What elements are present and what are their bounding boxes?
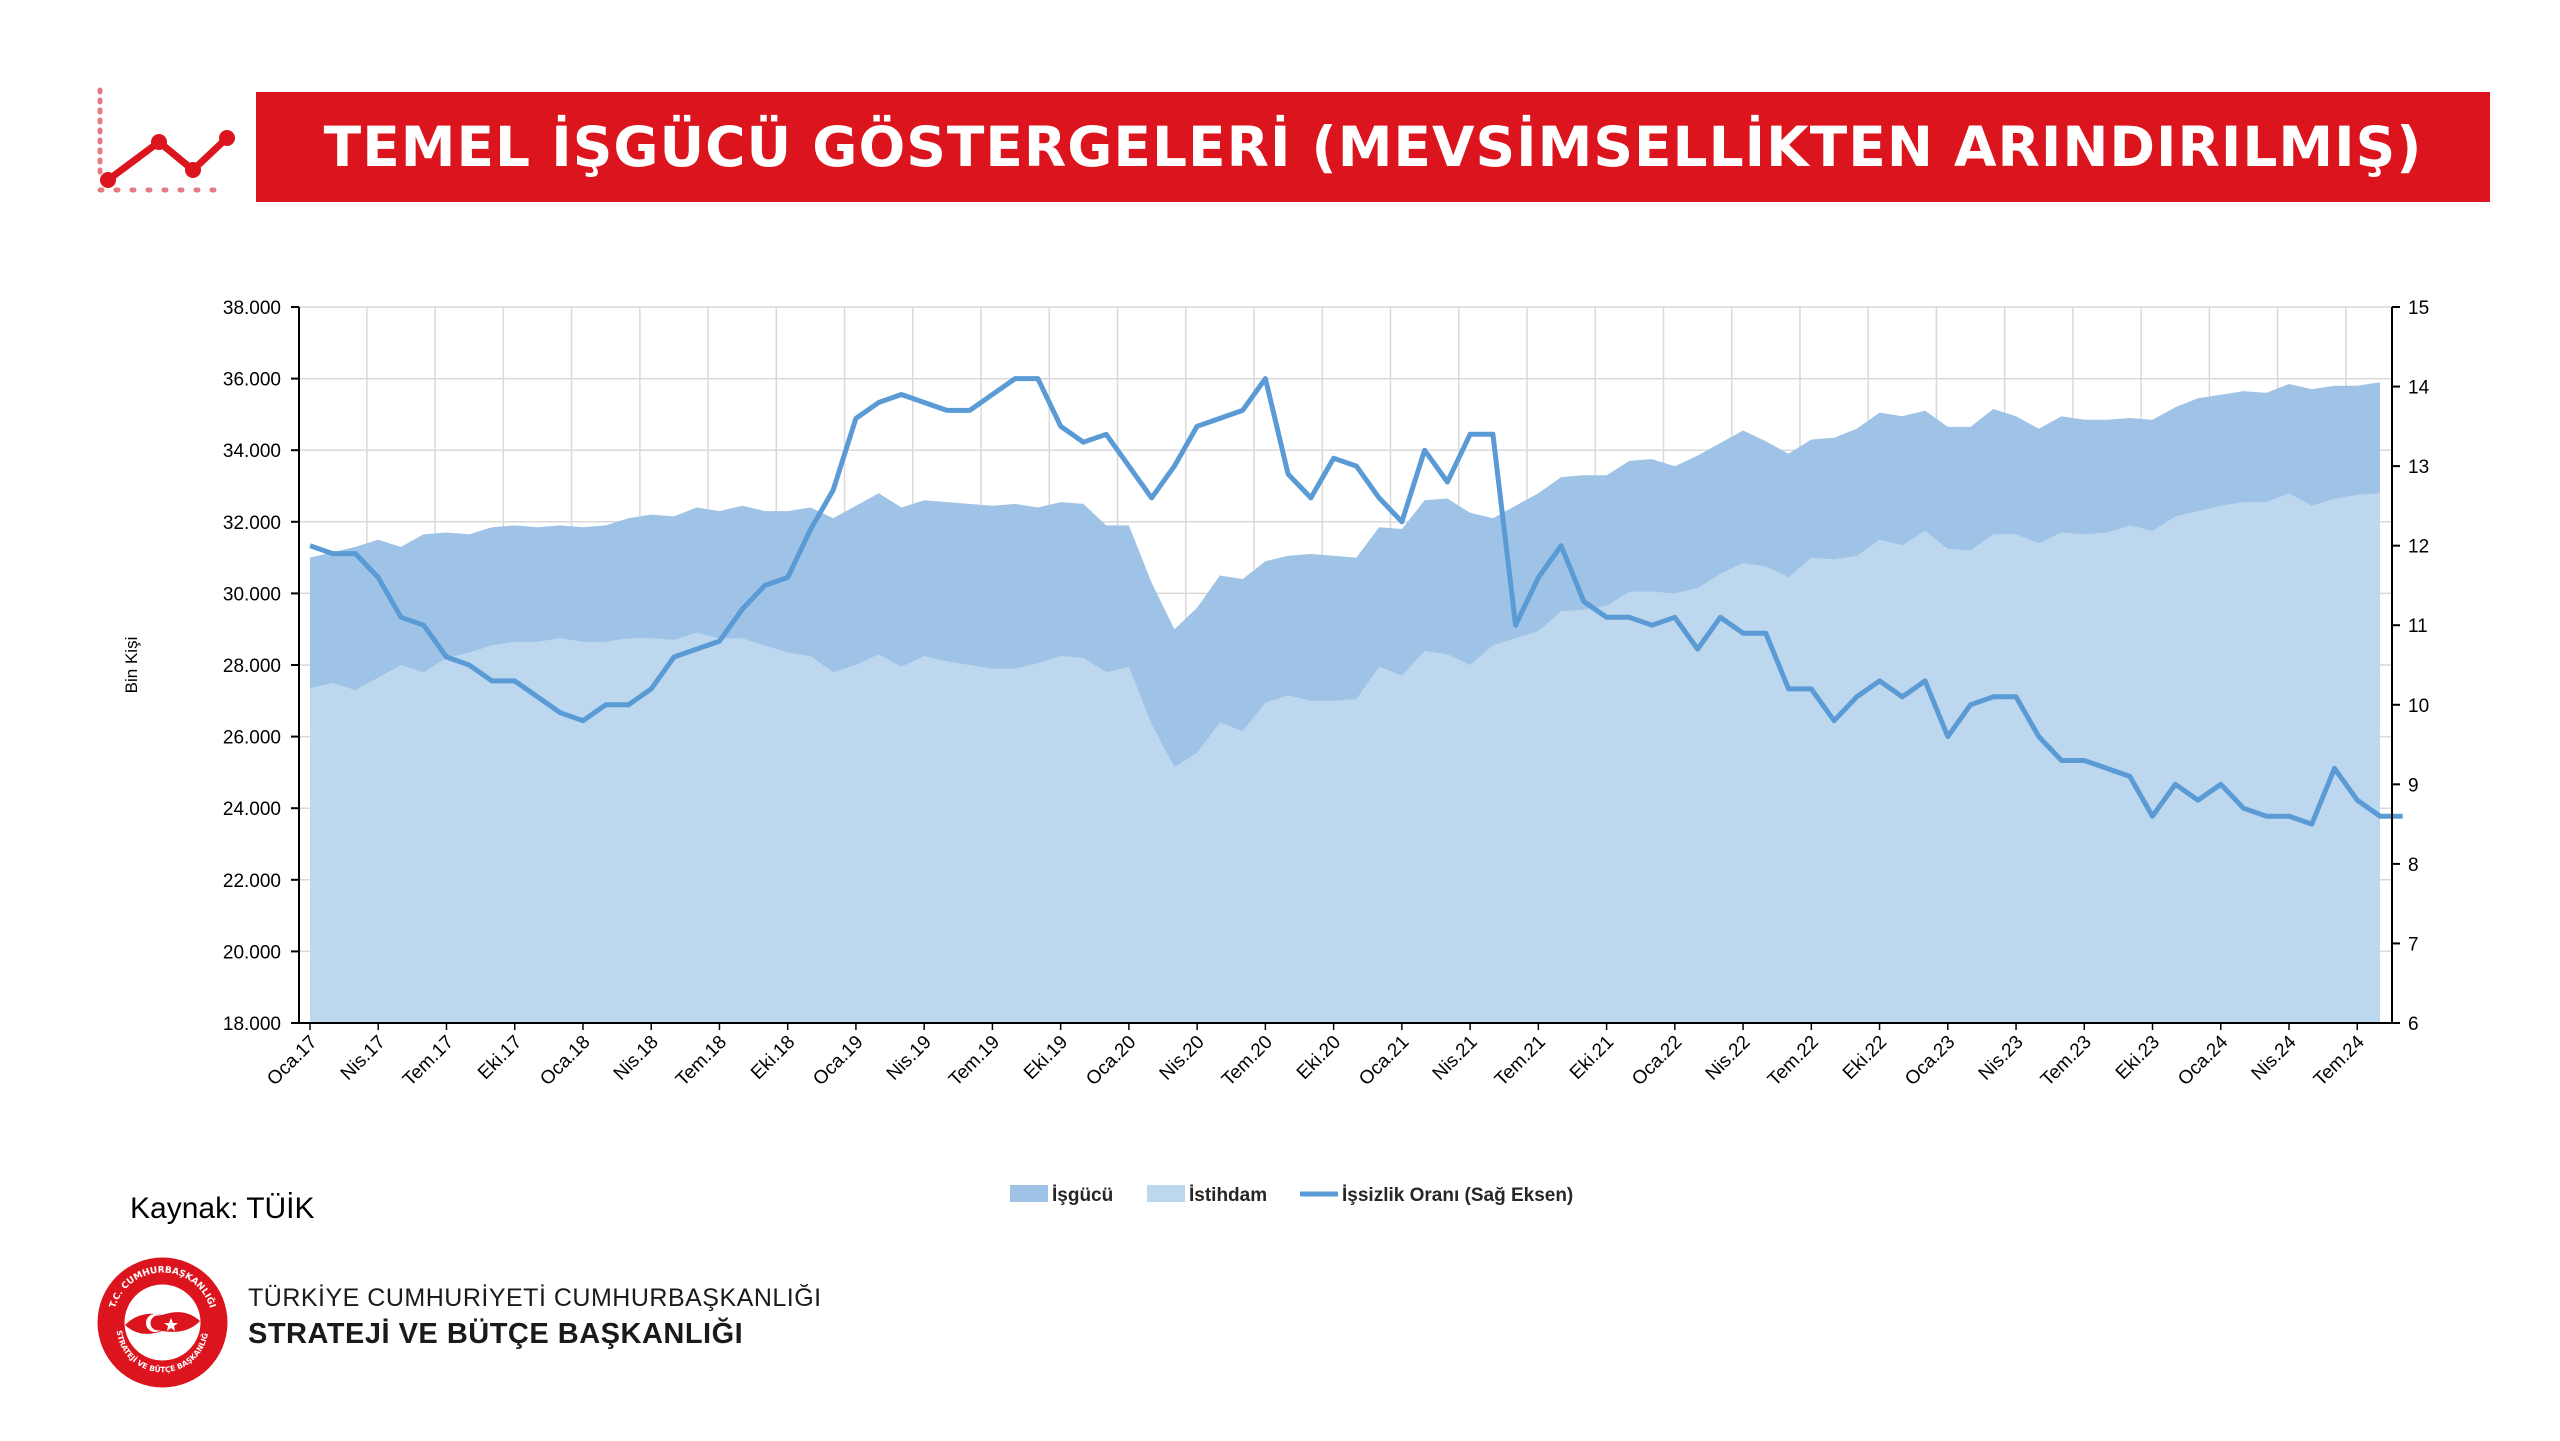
- x-tick-label: Tem.18: [672, 1032, 731, 1091]
- x-tick-label: Eki.20: [1293, 1032, 1345, 1084]
- y-tick-label-right: 11: [2408, 616, 2428, 637]
- x-tick-label: Tem.20: [1218, 1032, 1277, 1091]
- x-tick-label: Nis.21: [1429, 1032, 1482, 1085]
- x-tick-label: Oca.19: [809, 1032, 867, 1090]
- legend-label: İstihdam: [1189, 1185, 1267, 1206]
- source-note: Kaynak: TÜİK: [130, 1192, 315, 1225]
- y-tick-label-left: 38.000: [223, 298, 281, 319]
- page-title: TEMEL İŞGÜCÜ GÖSTERGELERİ (MEVSİMSELLİKT…: [323, 115, 2423, 179]
- institution-name-line2: STRATEJİ VE BÜTÇE BAŞKANLIĞI: [248, 1318, 744, 1350]
- x-tick-label: Oca.21: [1355, 1032, 1413, 1090]
- institution-emblem-icon: T.C. CUMHURBAŞKANLIĞI STRATEJİ VE BÜTÇE …: [95, 1255, 228, 1388]
- legend-label: İşgücü: [1052, 1185, 1113, 1206]
- x-tick-label: Tem.17: [399, 1032, 458, 1091]
- y-tick-label-left: 36.000: [223, 370, 281, 391]
- x-tick-label: Eki.23: [2112, 1032, 2164, 1084]
- y-tick-label-right: 14: [2408, 378, 2430, 399]
- x-tick-label: Tem.24: [2310, 1031, 2369, 1090]
- y-tick-label-right: 13: [2408, 457, 2429, 478]
- legend-item-isgucu: İşgücü: [1010, 1185, 1113, 1206]
- y-tick-label-left: 34.000: [223, 441, 281, 462]
- x-tick-label: Oca.17: [263, 1032, 321, 1090]
- legend-item-istihdam: İstihdam: [1147, 1185, 1267, 1206]
- y-tick-label-right: 8: [2408, 855, 2419, 876]
- x-tick-label: Nis.24: [2248, 1031, 2301, 1084]
- x-tick-label: Oca.18: [536, 1032, 594, 1090]
- x-tick-label: Tem.23: [2037, 1032, 2096, 1091]
- y-tick-label-right: 6: [2408, 1014, 2419, 1035]
- x-tick-label: Tem.22: [1764, 1032, 1823, 1091]
- y-tick-label-left: 30.000: [223, 584, 281, 605]
- area-layer: [310, 382, 2380, 1023]
- x-tick-label: Oca.23: [1901, 1032, 1959, 1090]
- y-tick-label-left: 26.000: [223, 728, 281, 749]
- x-tick-label: Nis.22: [1702, 1032, 1755, 1085]
- y-tick-label-left: 24.000: [223, 799, 281, 820]
- legend-swatch: [1010, 1185, 1048, 1202]
- y-tick-label-left: 32.000: [223, 513, 281, 534]
- y-tick-label-right: 12: [2408, 537, 2429, 558]
- y-tick-label-left: 18.000: [223, 1014, 281, 1035]
- series-line-issizlik: [309, 376, 2403, 827]
- trend-chart-icon: [97, 87, 235, 193]
- y-tick-label-right: 7: [2408, 934, 2419, 955]
- x-tick-label: Eki.21: [1566, 1032, 1618, 1084]
- legend-swatch: [1147, 1185, 1185, 1202]
- x-tick-label: Nis.23: [1975, 1032, 2028, 1085]
- x-tick-label: Tem.21: [1491, 1032, 1550, 1091]
- legend-label: İşsizlik Oranı (Sağ Eksen): [1342, 1185, 1573, 1206]
- x-tick-label: Oca.22: [1628, 1032, 1686, 1090]
- line-layer: [309, 376, 2403, 827]
- x-tick-label: Eki.17: [474, 1032, 526, 1084]
- x-tick-label: Oca.24: [2174, 1031, 2232, 1089]
- x-tick-label: Nis.18: [610, 1032, 663, 1085]
- title-bar: TEMEL İŞGÜCÜ GÖSTERGELERİ (MEVSİMSELLİKT…: [256, 92, 2490, 202]
- x-tick-label: Nis.19: [883, 1032, 936, 1085]
- series-area-istihdam: [310, 493, 2380, 1023]
- institution-name-line1: TÜRKİYE CUMHURİYETİ CUMHURBAŞKANLIĞI: [248, 1284, 822, 1312]
- x-tick-label: Tem.19: [945, 1032, 1004, 1091]
- y-tick-label-left: 20.000: [223, 942, 281, 963]
- y-tick-label-right: 15: [2408, 298, 2429, 319]
- x-tick-label: Eki.18: [747, 1032, 799, 1084]
- y-tick-label-left: 28.000: [223, 656, 281, 677]
- x-tick-label: Eki.22: [1839, 1032, 1891, 1084]
- y-tick-label-right: 9: [2408, 775, 2419, 796]
- y-tick-label-right: 10: [2408, 696, 2429, 717]
- chart-legend: İşgücü İstihdam İşsizlik Oranı (Sağ Eksen): [1010, 1185, 1573, 1206]
- x-tick-label: Oca.20: [1082, 1032, 1140, 1090]
- y-tick-label-left: 22.000: [223, 871, 281, 892]
- x-tick-label: Nis.20: [1156, 1032, 1209, 1085]
- x-tick-label: Nis.17: [337, 1032, 390, 1085]
- x-tick-label: Eki.19: [1020, 1032, 1072, 1084]
- legend-item-issizlik: İşsizlik Oranı (Sağ Eksen): [1300, 1185, 1573, 1206]
- y-axis-title: Bin Kişi: [122, 637, 141, 694]
